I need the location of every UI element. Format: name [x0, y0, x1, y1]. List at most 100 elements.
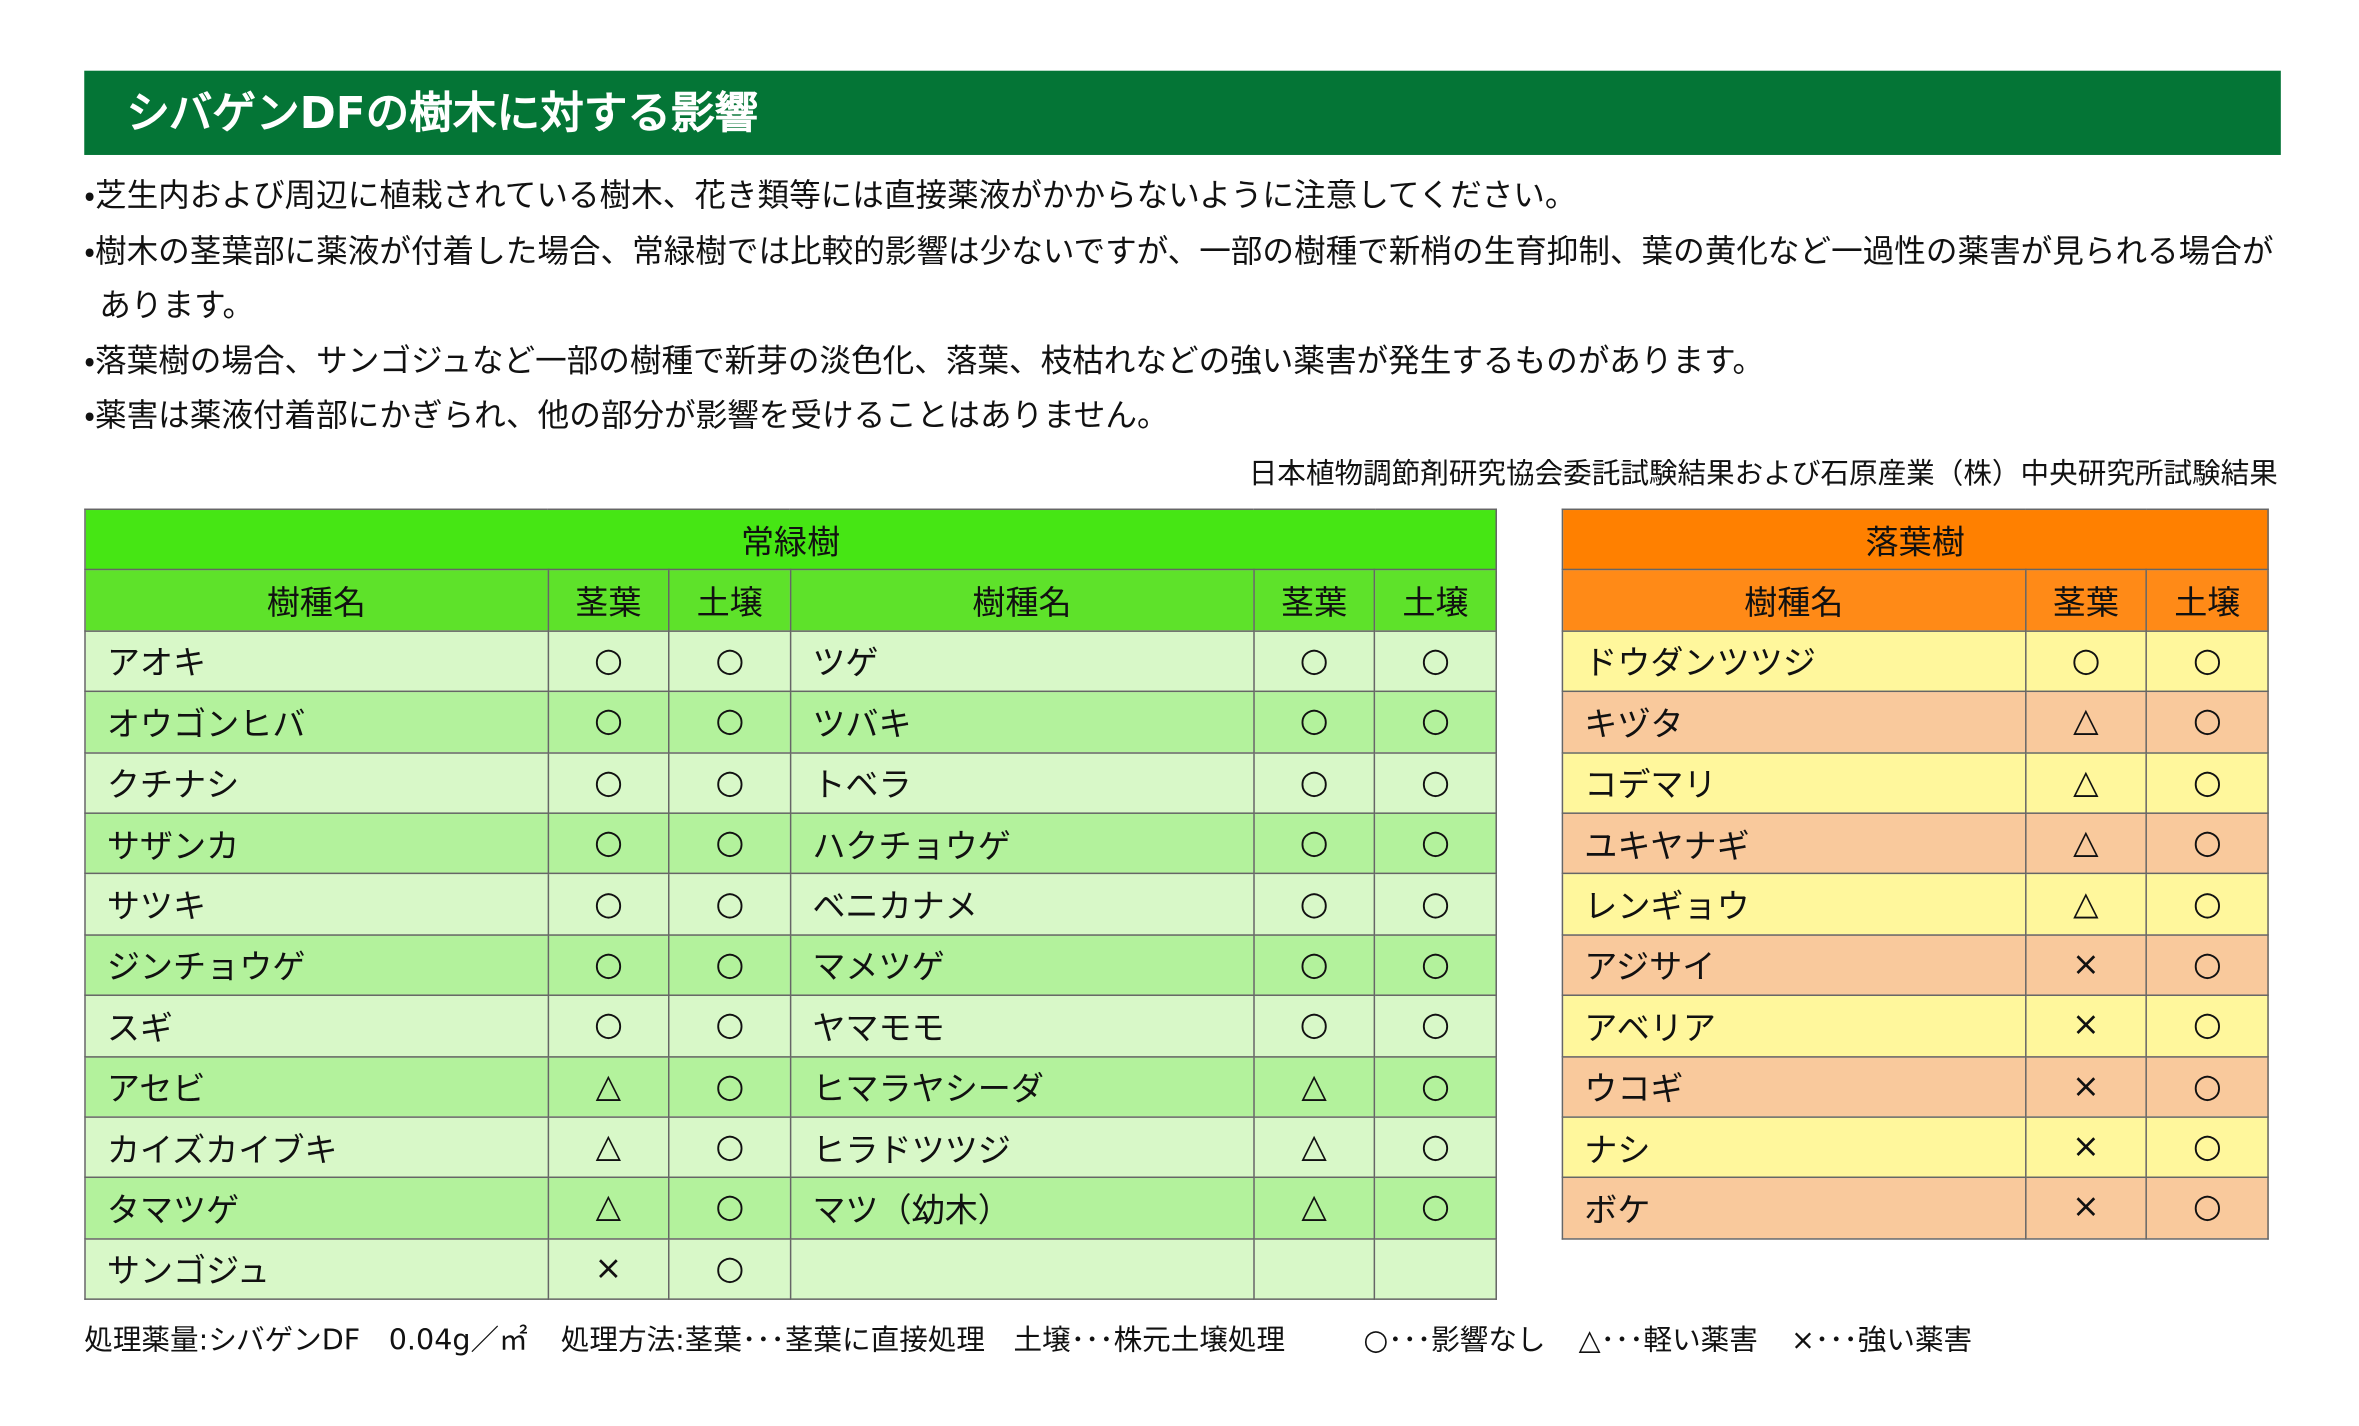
- rating: ○: [546, 751, 670, 814]
- rating: △: [1252, 1055, 1376, 1118]
- rating: △: [1252, 1176, 1376, 1240]
- rating: ○: [668, 1237, 792, 1301]
- species: ツバキ: [789, 690, 1255, 754]
- rating: △: [2024, 873, 2148, 936]
- species: アジサイ: [1561, 933, 2026, 997]
- column-header: 樹種名: [1561, 569, 2026, 632]
- rating: ○: [1374, 1116, 1497, 1179]
- row: サツキ ○ ○ ベニカナメ ○ ○: [84, 873, 1497, 936]
- rating: ○: [546, 630, 670, 693]
- note: ・薬害は薬液付着部にかぎられ、他の部分が影響を受けることはありません。: [84, 397, 1169, 434]
- rating: [1374, 1237, 1497, 1301]
- species: アオキ: [84, 630, 549, 693]
- species: スギ: [84, 994, 549, 1057]
- group-row: 常緑樹: [84, 508, 1497, 571]
- row: キヅタ △ ○: [1561, 690, 2269, 754]
- rating: ○: [2145, 994, 2269, 1057]
- rating: ○: [2145, 1055, 2269, 1118]
- rating: ○: [2145, 630, 2269, 693]
- deciduous-table: 落葉樹 樹種名 茎葉 土壌 ドウダンツツジ ○ ○ キヅタ △ ○ コデマリ △ ○ ユキヤナギ △ ○ レンギ…: [1561, 508, 2269, 1240]
- header-row: 樹種名 茎葉 土壌: [1561, 569, 2269, 632]
- rating: △: [2024, 751, 2148, 814]
- row: アジサイ × ○: [1561, 933, 2269, 997]
- footer-item: 処理薬量:シバゲンDF 0.04g／㎡: [84, 1323, 528, 1358]
- rating: ○: [2145, 751, 2269, 814]
- rating: ○: [1252, 994, 1376, 1057]
- rating: ○: [2145, 1176, 2269, 1240]
- header-row: 樹種名 茎葉 土壌 樹種名 茎葉 土壌: [84, 569, 1497, 632]
- species: カイズカイブキ: [84, 1116, 549, 1179]
- rating: ○: [1374, 1176, 1497, 1240]
- note: ・樹木の茎葉部に薬液が付着した場合、常緑樹では比較的影響は少ないですが、一部の樹…: [84, 232, 2274, 324]
- rating: ×: [2024, 933, 2148, 997]
- species: ヒマラヤシーダ: [789, 1055, 1255, 1118]
- rating: △: [546, 1176, 670, 1240]
- row: ドウダンツツジ ○ ○: [1561, 630, 2269, 693]
- rating: ○: [1374, 630, 1497, 693]
- column-header: 樹種名: [789, 569, 1255, 632]
- footer-item: ○･･･影響なし: [1363, 1323, 1546, 1358]
- row: オウゴンヒバ ○ ○ ツバキ ○ ○: [84, 690, 1497, 754]
- rating: ○: [2145, 933, 2269, 997]
- species: ツゲ: [789, 630, 1255, 693]
- species: コデマリ: [1561, 751, 2026, 814]
- species: オウゴンヒバ: [84, 690, 549, 754]
- rating: ○: [1374, 812, 1497, 875]
- species: タマツゲ: [84, 1176, 549, 1240]
- footer: 処理薬量:シバゲンDF 0.04g／㎡ 処理方法:茎葉･･･茎葉に直接処理 土壌･…: [84, 1318, 2005, 1359]
- rating: ×: [546, 1237, 670, 1301]
- species: レンギョウ: [1561, 873, 2026, 936]
- rating: ○: [668, 994, 792, 1057]
- rating: ○: [1252, 751, 1376, 814]
- rating: ○: [1374, 873, 1497, 936]
- rating: ○: [1374, 933, 1497, 997]
- rating: ○: [1374, 994, 1497, 1057]
- species: ユキヤナギ: [1561, 812, 2026, 875]
- row: アオキ ○ ○ ツゲ ○ ○: [84, 630, 1497, 693]
- row: クチナシ ○ ○ トベラ ○ ○: [84, 751, 1497, 814]
- species: トベラ: [789, 751, 1255, 814]
- rating: ○: [546, 873, 670, 936]
- rating: ×: [2024, 994, 2148, 1057]
- rating: ○: [2145, 690, 2269, 754]
- species: アセビ: [84, 1055, 549, 1118]
- footer-item: △･･･軽い薬害: [1578, 1323, 1758, 1358]
- rating: ○: [1252, 933, 1376, 997]
- species: ベニカナメ: [789, 873, 1255, 936]
- species: ボケ: [1561, 1176, 2026, 1240]
- group-header: 落葉樹: [1561, 508, 2269, 571]
- row: サンゴジュ × ○: [84, 1237, 1497, 1301]
- rating: ○: [546, 994, 670, 1057]
- rating: ○: [1374, 751, 1497, 814]
- rating: ○: [668, 873, 792, 936]
- species: ウコギ: [1561, 1055, 2026, 1118]
- column-header: 土壌: [668, 569, 792, 632]
- row: レンギョウ △ ○: [1561, 873, 2269, 936]
- species: ヤマモモ: [789, 994, 1255, 1057]
- rating: ○: [1252, 812, 1376, 875]
- rating: ○: [1252, 630, 1376, 693]
- title-bar: シバゲンDFの樹木に対する影響: [84, 70, 2281, 155]
- rating: △: [1252, 1116, 1376, 1179]
- rating: ○: [668, 1116, 792, 1179]
- notes: ・芝生内および周辺に植栽されている樹木、花き類等には直接薬液がかからないように注…: [84, 169, 2284, 444]
- rating: ○: [668, 1055, 792, 1118]
- rating: ○: [668, 751, 792, 814]
- rating: ○: [2024, 630, 2148, 693]
- rating: ○: [546, 812, 670, 875]
- species: ハクチョウゲ: [789, 812, 1255, 875]
- rating: ○: [2145, 1116, 2269, 1179]
- row: ユキヤナギ △ ○: [1561, 812, 2269, 875]
- row: ナシ × ○: [1561, 1116, 2269, 1179]
- rating: △: [2024, 690, 2148, 754]
- source: 日本植物調節剤研究協会委託試験結果および石原産業（株）中央研究所試験結果: [1248, 457, 2278, 491]
- rating: ○: [1374, 1055, 1497, 1118]
- group-header: 常緑樹: [84, 508, 1497, 571]
- rating: ○: [2145, 812, 2269, 875]
- species: クチナシ: [84, 751, 549, 814]
- row: アベリア × ○: [1561, 994, 2269, 1057]
- row: スギ ○ ○ ヤマモモ ○ ○: [84, 994, 1497, 1057]
- rating: ○: [2145, 873, 2269, 936]
- column-header: 土壌: [2145, 569, 2269, 632]
